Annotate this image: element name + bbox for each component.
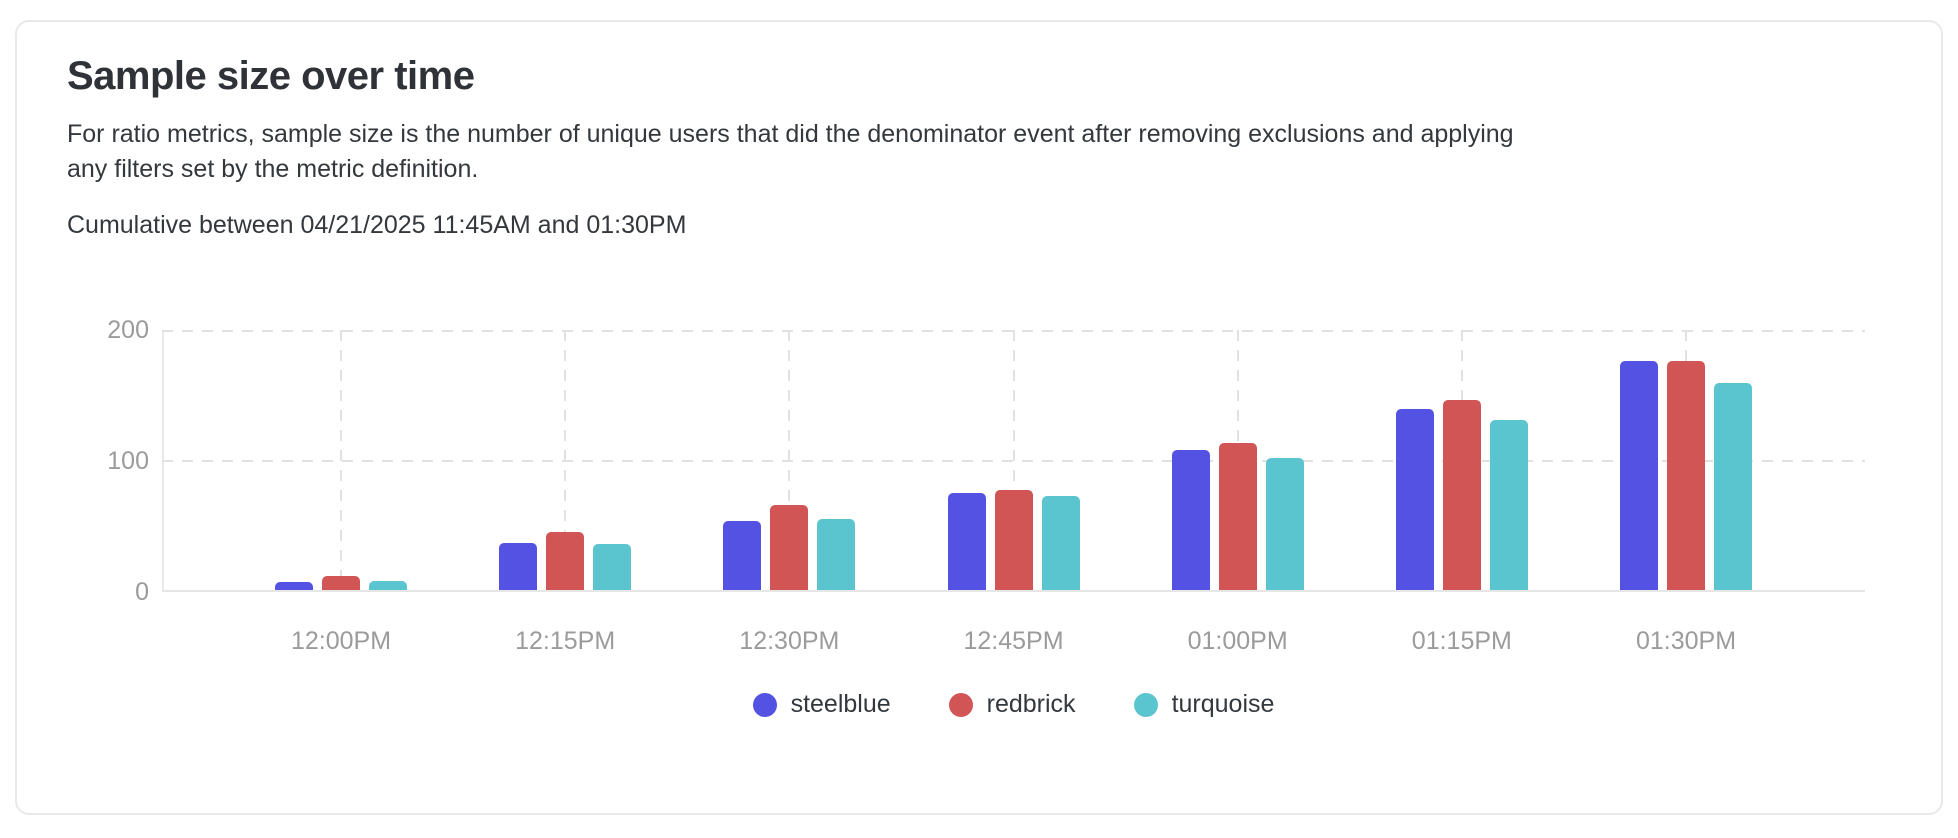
sample-size-card: Sample size over time For ratio metrics,… — [15, 20, 1943, 815]
bar-turquoise-12:30PM[interactable] — [817, 519, 856, 590]
legend-swatch-turquoise — [1133, 692, 1158, 717]
bar-turquoise-01:00PM[interactable] — [1265, 457, 1304, 590]
bar-group-01:15PM — [1395, 400, 1528, 590]
legend-item-steelblue[interactable]: steelblue — [752, 690, 891, 719]
bar-steelblue-12:15PM[interactable] — [499, 542, 538, 590]
bar-turquoise-01:30PM[interactable] — [1714, 383, 1752, 590]
bar-group-01:00PM — [1171, 443, 1304, 590]
y-tick-label-100: 100 — [107, 447, 149, 475]
bar-turquoise-01:15PM[interactable] — [1489, 419, 1528, 590]
x-tick-label-12:15PM: 12:15PM — [515, 627, 616, 655]
bar-turquoise-12:00PM[interactable] — [369, 580, 407, 590]
bar-group-01:30PM — [1620, 360, 1752, 590]
plot-area — [162, 330, 1865, 592]
bar-redbrick-01:30PM[interactable] — [1667, 360, 1705, 590]
v-gridline-4 — [1012, 330, 1015, 590]
bar-turquoise-12:45PM[interactable] — [1041, 495, 1080, 590]
bar-group-12:30PM — [723, 504, 856, 590]
card-header: Sample size over time For ratio metrics,… — [17, 22, 1941, 240]
legend-label-steelblue: steelblue — [790, 690, 891, 718]
x-tick-label-12:45PM: 12:45PM — [963, 627, 1064, 655]
y-tick-label-200: 200 — [107, 316, 149, 344]
chart-description: For ratio metrics, sample size is the nu… — [67, 120, 1514, 183]
x-tick-label-01:00PM: 01:00PM — [1187, 627, 1288, 655]
bar-redbrick-12:45PM[interactable] — [994, 490, 1033, 590]
bar-group-12:45PM — [947, 490, 1080, 590]
bar-steelblue-01:00PM[interactable] — [1171, 449, 1210, 590]
bar-steelblue-12:45PM[interactable] — [947, 493, 986, 590]
bar-steelblue-01:30PM[interactable] — [1620, 360, 1658, 590]
legend-swatch-redbrick — [948, 692, 973, 717]
chart-title: Sample size over time — [67, 54, 475, 98]
bar-steelblue-12:00PM[interactable] — [275, 582, 313, 590]
bar-steelblue-12:30PM[interactable] — [723, 520, 762, 590]
v-gridline-1 — [340, 330, 342, 590]
v-gridline-2 — [564, 330, 567, 590]
x-tick-label-12:00PM: 12:00PM — [290, 627, 392, 655]
legend-item-redbrick[interactable]: redbrick — [948, 690, 1076, 719]
bar-redbrick-01:00PM[interactable] — [1218, 443, 1257, 590]
legend-swatch-steelblue — [752, 692, 777, 717]
chart-subtitle: Cumulative between 04/21/2025 11:45AM an… — [67, 211, 687, 239]
x-axis-line — [162, 590, 1865, 592]
bar-chart: 0 100 200 12:00PM 12:15PM 12:30PM 12:45PM 01:0… — [17, 22, 1941, 813]
bar-redbrick-12:15PM[interactable] — [546, 532, 585, 590]
bar-redbrick-12:30PM[interactable] — [770, 504, 809, 590]
x-tick-label-12:30PM: 12:30PM — [739, 627, 840, 655]
bar-redbrick-01:15PM[interactable] — [1442, 400, 1481, 590]
bar-redbrick-12:00PM[interactable] — [322, 575, 360, 590]
legend-item-turquoise[interactable]: turquoise — [1133, 690, 1275, 719]
y-tick-label-0: 0 — [135, 578, 149, 606]
chart-legend: steelblue redbrick turquoise — [162, 690, 1865, 719]
bar-group-12:15PM — [499, 532, 632, 590]
bar-steelblue-01:15PM[interactable] — [1395, 409, 1434, 590]
legend-label-redbrick: redbrick — [986, 690, 1076, 718]
legend-label-turquoise: turquoise — [1171, 690, 1275, 718]
x-tick-label-01:30PM: 01:30PM — [1635, 627, 1737, 655]
bar-turquoise-12:15PM[interactable] — [593, 544, 632, 590]
bar-group-12:00PM — [275, 575, 407, 590]
x-tick-label-01:15PM: 01:15PM — [1411, 627, 1512, 655]
v-gridline-3 — [788, 330, 791, 590]
